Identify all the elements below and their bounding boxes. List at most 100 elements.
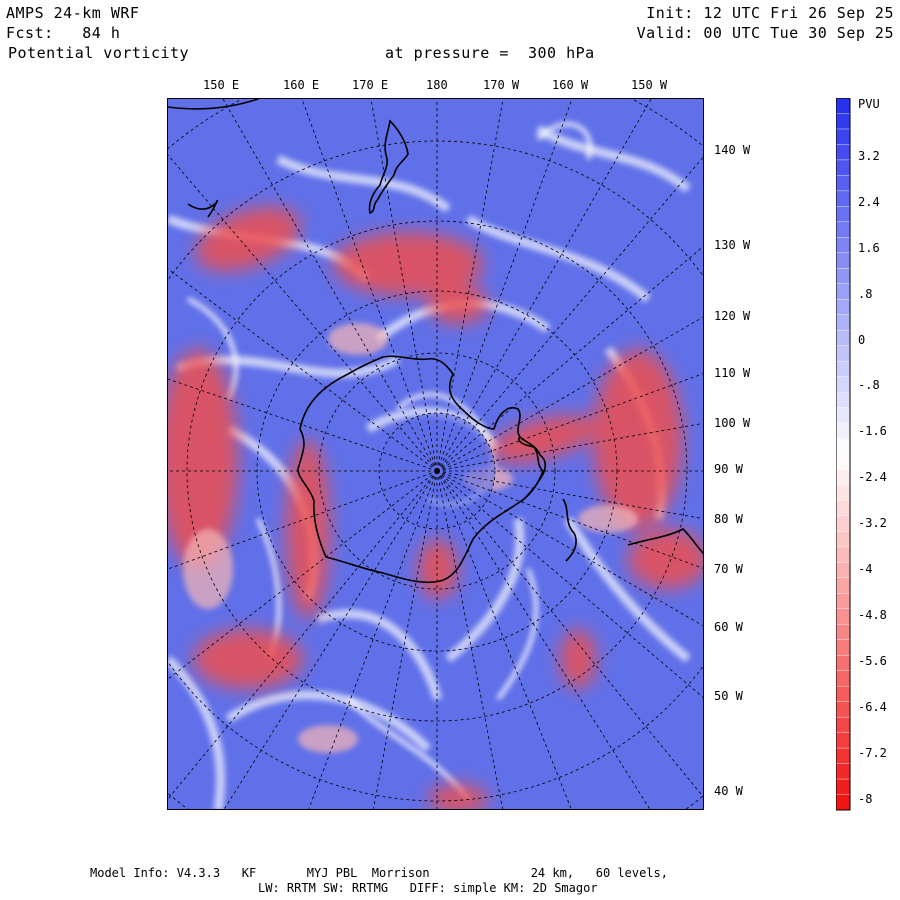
valid-time: Valid: 00 UTC Tue 30 Sep 25 xyxy=(636,24,894,42)
physics-info: LW: RRTM SW: RRTMG DIFF: simple KM: 2D S… xyxy=(258,881,598,895)
colorbar-block xyxy=(835,159,851,177)
lon-label-right: 120 W xyxy=(714,309,751,323)
colorbar-block xyxy=(835,747,851,765)
colorbar-block xyxy=(835,128,851,146)
colorbar-block xyxy=(835,593,851,610)
colorbar-block xyxy=(835,345,851,362)
colorbar-block xyxy=(835,175,851,192)
colorbar-block xyxy=(835,407,851,424)
new-zealand-coast xyxy=(368,119,409,215)
colorbar-label: -.8 xyxy=(858,378,880,392)
lon-label-right: 40 W xyxy=(714,784,743,798)
colorbar-block xyxy=(835,716,851,734)
colorbar-frame xyxy=(835,97,851,811)
colorbar-label: 3.2 xyxy=(858,149,880,163)
colorbar-block xyxy=(835,685,851,703)
lon-label-right: 90 W xyxy=(714,462,743,476)
colorbar-block xyxy=(835,453,851,471)
colorbar-block xyxy=(835,190,851,208)
colorbar-block xyxy=(835,500,851,517)
lon-label-right: 80 W xyxy=(714,512,743,526)
colorbar-label: -4 xyxy=(858,562,872,576)
lon-label-right: 110 W xyxy=(714,366,751,380)
lon-label-right: 130 W xyxy=(714,238,751,252)
lon-label-top: 150 W xyxy=(631,78,668,92)
colorbar-block xyxy=(835,670,851,687)
colorbar-block xyxy=(835,268,851,285)
colorbar-block xyxy=(835,314,851,331)
pv-map-svg xyxy=(168,99,703,809)
lon-label-top: 170 E xyxy=(352,78,389,92)
pressure-level: at pressure = 300 hPa xyxy=(385,44,595,62)
australia-coast xyxy=(168,99,259,110)
colorbar-unit: PVU xyxy=(858,98,880,111)
lon-label-right: 70 W xyxy=(714,562,743,576)
colorbar-block xyxy=(835,144,851,161)
lon-label-top: 160 E xyxy=(283,78,320,92)
lon-label-right: 50 W xyxy=(714,689,743,703)
colorbar-blocks xyxy=(835,97,851,811)
forecast-hour: Fcst: 84 h xyxy=(6,24,121,42)
model-info: Model Info: V4.3.3 KF MYJ PBL Morrison 2… xyxy=(90,866,668,880)
colorbar-block xyxy=(835,329,851,347)
lon-label-top: 160 W xyxy=(552,78,589,92)
colorbar-label: 1.6 xyxy=(858,241,880,255)
colorbar-label: -8 xyxy=(858,792,872,806)
colorbar-block xyxy=(835,484,851,502)
colorbar-block xyxy=(835,624,851,641)
colorbar-block xyxy=(835,608,851,625)
colorbar-block xyxy=(835,701,851,718)
lon-label-top: 150 E xyxy=(203,78,240,92)
colorbar-block xyxy=(835,469,851,486)
colorbar-block xyxy=(835,113,851,130)
south-america-coast xyxy=(627,528,703,555)
colorbar-block xyxy=(835,360,851,378)
coastlines xyxy=(168,99,703,584)
colorbar-block xyxy=(835,376,851,393)
colorbar-block xyxy=(835,794,851,811)
colorbar-label: -4.8 xyxy=(858,608,887,622)
pv-red-regions xyxy=(168,206,703,809)
colorbar-block xyxy=(835,639,851,656)
colorbar-label: 2.4 xyxy=(858,195,880,209)
colorbar-block xyxy=(835,422,851,440)
colorbar-label: .8 xyxy=(858,287,872,301)
colorbar-block xyxy=(835,206,851,223)
colorbar-block xyxy=(835,732,851,749)
colorbar-label: -6.4 xyxy=(858,700,887,714)
lon-label-right: 100 W xyxy=(714,416,751,430)
colorbar-label: -7.2 xyxy=(858,746,887,760)
colorbar-label: 0 xyxy=(858,333,865,347)
colorbar-block xyxy=(835,283,851,300)
colorbar-label: -2.4 xyxy=(858,470,887,484)
model-title: AMPS 24-km WRF xyxy=(6,4,140,22)
colorbar-block xyxy=(835,531,851,548)
init-time: Init: 12 UTC Fri 26 Sep 25 xyxy=(646,4,894,22)
pv-map xyxy=(167,98,704,810)
colorbar-block xyxy=(835,391,851,409)
colorbar-label: -1.6 xyxy=(858,424,887,438)
colorbar-label: -3.2 xyxy=(858,516,887,530)
field-name: Potential vorticity xyxy=(8,44,190,62)
colorbar-block xyxy=(835,562,851,579)
colorbar-labels: 3.2 2.4 1.6 .8 0 -.8 -1.6 -2.4 -3.2 -4 -… xyxy=(858,149,887,806)
colorbar-block xyxy=(835,438,851,455)
colorbar-label: -5.6 xyxy=(858,654,887,668)
lon-label-top: 170 W xyxy=(483,78,520,92)
peninsula-coast xyxy=(519,436,547,502)
lon-label-right: 140 W xyxy=(714,143,751,157)
colorbar-block xyxy=(835,299,851,316)
colorbar-block xyxy=(835,515,851,533)
colorbar-block xyxy=(835,546,851,564)
colorbar-block xyxy=(835,97,851,115)
colorbar-block xyxy=(835,577,851,595)
pv-colorbar: PVU 3.2 2.4 1.6 .8 0 -.8 -1.6 -2.4 -3.2 … xyxy=(835,97,900,817)
meridians xyxy=(168,99,703,809)
colorbar-block xyxy=(835,221,851,239)
colorbar-block xyxy=(835,763,851,780)
colorbar-block xyxy=(835,252,851,269)
tasmania-coast xyxy=(187,199,219,218)
colorbar-block xyxy=(835,237,851,254)
lon-label-top: 180 xyxy=(426,78,448,92)
colorbar-block xyxy=(835,778,851,796)
